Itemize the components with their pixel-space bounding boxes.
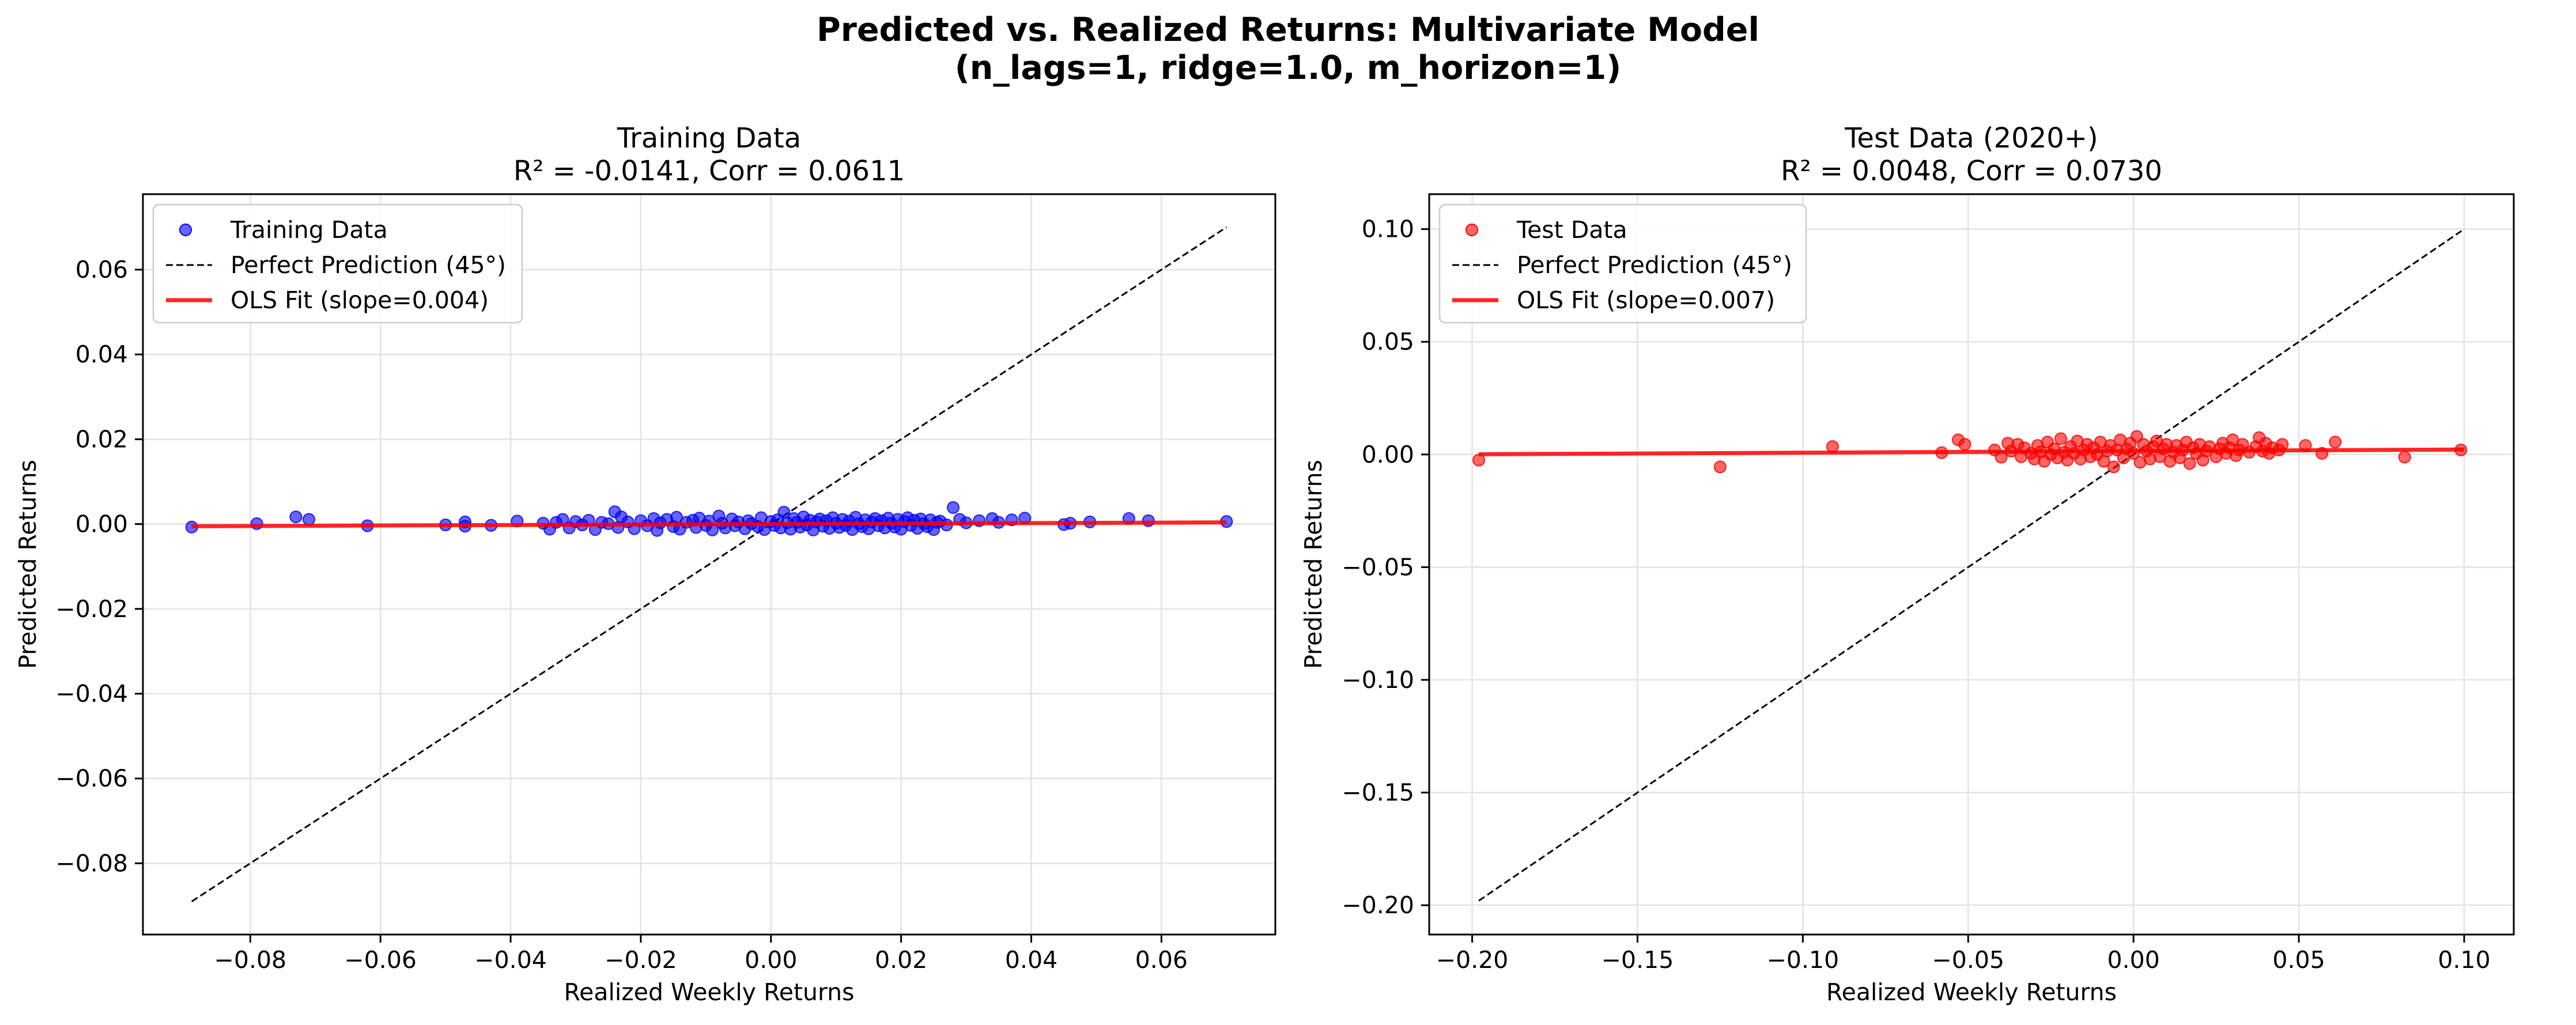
y-tick-label: 0.05: [1362, 328, 1414, 355]
x-tick-label: −0.04: [474, 946, 547, 974]
y-tick-label: −0.15: [1342, 779, 1414, 807]
axes-frame: [142, 193, 1276, 936]
ols-fit-line: [191, 520, 1227, 528]
ols-fit-line: [1479, 447, 2464, 456]
legend-label-diagonal: Perfect Prediction (45°): [1517, 251, 1792, 279]
scatter-point: [289, 510, 303, 524]
scatter-point: [1958, 438, 1971, 451]
x-tick-label: 0.06: [1135, 946, 1188, 974]
y-tick-label: −0.06: [55, 765, 128, 792]
x-axis-label: Realized Weekly Returns: [564, 978, 854, 1006]
scatter-point: [302, 513, 315, 526]
scatter-point: [2054, 432, 2067, 445]
y-tick-label: 0.06: [75, 256, 128, 283]
x-tick-label: −0.15: [1601, 946, 1674, 974]
scatter-point: [946, 501, 960, 514]
perfect-prediction-line: [191, 226, 1227, 902]
y-tick-label: −0.20: [1342, 891, 1414, 919]
legend-label-ols: OLS Fit (slope=0.007): [1517, 286, 1775, 314]
x-tick-label: −0.02: [605, 946, 677, 974]
axes-frame: [1428, 193, 2515, 936]
y-tick-label: 0.00: [75, 510, 128, 538]
x-tick-label: −0.05: [1932, 946, 2004, 974]
x-axis-label: Realized Weekly Returns: [1826, 978, 2117, 1006]
y-tick-label: −0.08: [55, 849, 128, 877]
legend-box: [1438, 203, 1807, 324]
y-axis-label: Predicted Returns: [14, 460, 41, 669]
plot-area: [185, 226, 1233, 902]
scatter-point: [2107, 460, 2120, 474]
x-tick-label: 0.05: [2272, 946, 2325, 974]
scatter-point: [2398, 451, 2411, 464]
x-tick-label: −0.06: [344, 946, 417, 974]
y-tick-label: −0.05: [1342, 553, 1414, 581]
axes-title-line2: R² = 0.0048, Corr = 0.0730: [1781, 155, 2162, 187]
x-tick-label: 0.02: [875, 946, 927, 974]
legend-scatter-marker: [1465, 224, 1478, 236]
y-tick-label: 0.02: [75, 425, 128, 453]
legend-box: [152, 203, 523, 324]
y-tick-label: −0.10: [1342, 666, 1414, 694]
axes-title-line2: R² = -0.0141, Corr = 0.0611: [513, 155, 905, 187]
scatter-point: [2329, 436, 2342, 449]
legend-label-ols: OLS Fit (slope=0.004): [231, 286, 489, 314]
test-panel: Test Data (2020+)R² = 0.0048, Corr = 0.0…: [1300, 122, 2515, 1006]
plot-area: [1472, 228, 2468, 902]
axes-title-line1: Test Data (2020+): [1844, 122, 2098, 154]
figure-title-line2: (n_lags=1, ridge=1.0, m_horizon=1): [955, 49, 1622, 87]
x-tick-label: −0.08: [214, 946, 287, 974]
x-tick-label: 0.00: [745, 946, 797, 974]
legend-scatter-marker: [179, 224, 192, 236]
x-tick-label: 0.00: [2107, 946, 2160, 974]
legend-label-diagonal: Perfect Prediction (45°): [231, 251, 506, 279]
perfect-prediction-line: [1478, 228, 2465, 902]
x-tick-label: 0.10: [2438, 946, 2490, 974]
legend-label-scatter: Training Data: [230, 216, 388, 244]
y-tick-label: 0.00: [1362, 441, 1414, 468]
axes-title-line1: Training Data: [617, 122, 801, 154]
figure-title-line1: Predicted vs. Realized Returns: Multivar…: [817, 11, 1759, 49]
legend-label-scatter: Test Data: [1516, 216, 1627, 244]
x-tick-label: −0.20: [1436, 946, 1509, 974]
x-tick-label: −0.10: [1767, 946, 1840, 974]
y-tick-label: −0.02: [55, 595, 128, 623]
scatter-point: [1713, 460, 1727, 474]
y-tick-label: −0.04: [55, 680, 128, 708]
scatter-point: [1472, 453, 1486, 467]
y-tick-label: 0.10: [1362, 215, 1414, 243]
y-axis-label: Predicted Returns: [1300, 460, 1327, 669]
x-tick-label: 0.04: [1005, 946, 1057, 974]
y-tick-label: 0.04: [75, 341, 128, 368]
scatter-point: [2183, 457, 2196, 470]
